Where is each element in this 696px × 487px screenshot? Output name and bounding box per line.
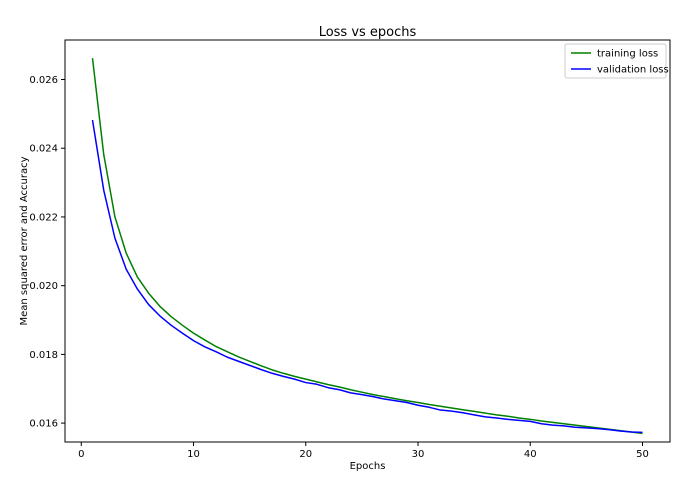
y-tick-label: 0.016 (29, 419, 58, 430)
series-line-validation-loss (91, 119, 643, 434)
y-tick-label: 0.026 (29, 75, 58, 86)
chart-title: Loss vs epochs (319, 25, 417, 40)
x-tick-label: 20 (299, 449, 312, 460)
x-tick-label: 30 (412, 449, 425, 460)
x-tick-label: 10 (187, 449, 200, 460)
legend: training loss validation loss (564, 43, 669, 79)
y-axis: 0.016 0.018 0.020 0.022 0.024 0.026 (29, 75, 65, 430)
x-axis: 0 10 20 30 40 50 (78, 442, 649, 460)
y-tick-label: 0.018 (29, 350, 58, 361)
plot-area-frame (64, 39, 671, 443)
y-tick-label: 0.020 (29, 281, 58, 292)
y-tick-label: 0.024 (29, 144, 58, 155)
legend-label-validation: validation loss (597, 65, 669, 76)
x-tick-label: 0 (78, 449, 84, 460)
x-tick-label: 50 (636, 449, 649, 460)
series-layer (91, 58, 643, 435)
legend-label-training: training loss (597, 49, 658, 60)
y-tick-label: 0.022 (29, 212, 58, 223)
x-axis-label: Epochs (350, 461, 386, 472)
series-line-training-loss (91, 58, 643, 435)
x-tick-label: 40 (524, 449, 537, 460)
y-axis-label: Mean squared error and Accuracy (19, 156, 30, 325)
